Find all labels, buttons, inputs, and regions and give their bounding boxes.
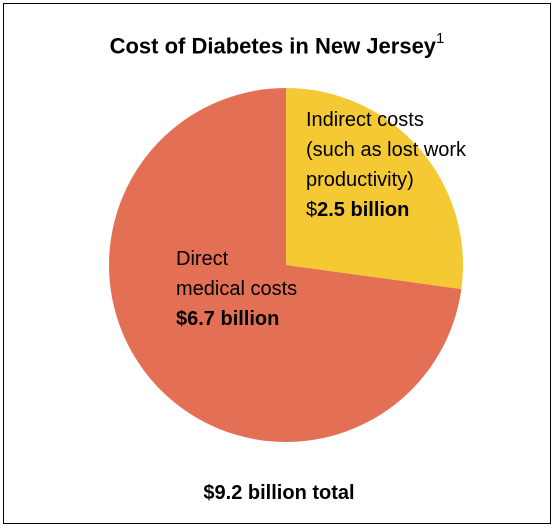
indirect-value: 2.5 billion: [317, 199, 410, 221]
title-text: Cost of Diabetes in New Jersey: [109, 33, 437, 59]
indirect-label-line-2: (such as lost work: [306, 139, 467, 161]
direct-label-line-2: medical costs: [176, 278, 298, 300]
total-label: $9.2 billion total: [203, 482, 355, 504]
chart-title: Cost of Diabetes in New Jersey1: [4, 30, 550, 59]
indirect-value-line: $2.5 billion: [306, 195, 466, 225]
direct-label-line-1: Direct: [176, 248, 229, 270]
indirect-label-line-3: productivity): [306, 169, 414, 191]
slice-label-indirect: Indirect costs (such as lost work produc…: [306, 105, 466, 225]
slice-label-direct: Direct medical costs $6.7 billion: [176, 244, 297, 334]
pie-slice-indirect: [286, 88, 463, 290]
pie-slices: [108, 88, 463, 442]
title-footnote: 1: [436, 30, 445, 47]
pie-slice-direct: [108, 88, 462, 442]
indirect-value-prefix: $: [306, 199, 318, 221]
indirect-label-line-1: Indirect costs: [306, 109, 424, 131]
direct-value-line: $6.7 billion: [176, 304, 297, 334]
direct-value: $6.7 billion: [176, 308, 280, 330]
